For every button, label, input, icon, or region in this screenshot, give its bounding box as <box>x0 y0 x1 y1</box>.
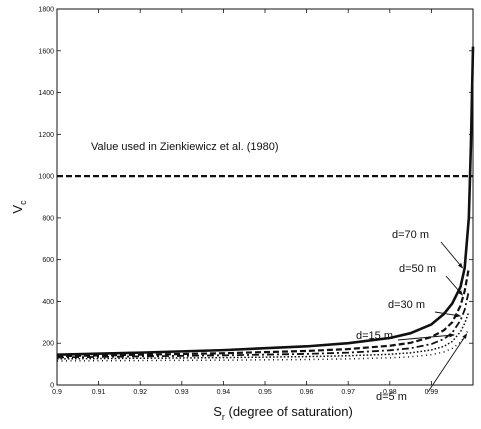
y-tick-label: 200 <box>42 341 54 348</box>
y-tick-label: 1800 <box>38 7 54 14</box>
plot-border <box>56 8 474 386</box>
annotation-arrow <box>427 333 468 393</box>
y-tick-label: 0 <box>50 383 54 390</box>
y-tick-label: 1200 <box>38 132 54 139</box>
series-line-d-15-m <box>56 311 470 360</box>
series-line-d-50-m <box>56 267 470 358</box>
x-axis-label: Sr (degree of saturation) <box>213 404 353 422</box>
x-tick-label: 0.95 <box>258 389 272 396</box>
annotation-label: d=70 m <box>392 229 429 241</box>
series-line-d-30-m <box>56 290 470 359</box>
x-tick-label: 0.98 <box>383 389 397 396</box>
annotation-label: d=5 m <box>376 391 407 403</box>
y-tick-label: 1000 <box>38 174 54 181</box>
ticks-layer: 0.9 0.91 0.92 0.93 0.94 0.95 0.96 0.97 0.98 0.99 0… <box>38 7 473 396</box>
plot-frame <box>56 8 474 386</box>
annotations-layer: d=70 m d=50 m d=30 m d=15 m d=5 m <box>356 229 468 403</box>
x-tick-label: 0.94 <box>217 389 231 396</box>
x-tick-label: 0.92 <box>133 389 147 396</box>
annotation-label: d=50 m <box>399 263 436 275</box>
y-tick-label: 400 <box>42 299 54 306</box>
x-tick-label: 0.96 <box>300 389 314 396</box>
x-tick-label: 0.93 <box>175 389 189 396</box>
x-tick-label: 0.9 <box>52 389 62 396</box>
x-tick-label: 0.97 <box>341 389 355 396</box>
y-axis-label: Vc <box>10 200 28 214</box>
y-tick-label: 1600 <box>38 48 54 55</box>
reference-line-label: Value used in Zienkiewicz et al. (1980) <box>91 141 279 153</box>
y-tick-label: 800 <box>42 215 54 222</box>
annotation-arrow <box>397 333 455 341</box>
series-layer <box>56 46 475 362</box>
annotation-label: d=30 m <box>388 299 425 311</box>
annotation-arrow <box>440 241 463 269</box>
y-tick-label: 1400 <box>38 90 54 97</box>
annotation-arrow <box>434 311 462 318</box>
y-tick-label: 600 <box>42 257 54 264</box>
annotation-label: d=15 m <box>356 330 393 342</box>
series-line-d-70-m <box>56 46 475 357</box>
annotation-arrow <box>445 275 463 296</box>
x-tick-label: 0.91 <box>92 389 106 396</box>
reference-layer: Value used in Zienkiewicz et al. (1980) <box>57 141 473 178</box>
x-tick-label: 0.99 <box>425 389 439 396</box>
